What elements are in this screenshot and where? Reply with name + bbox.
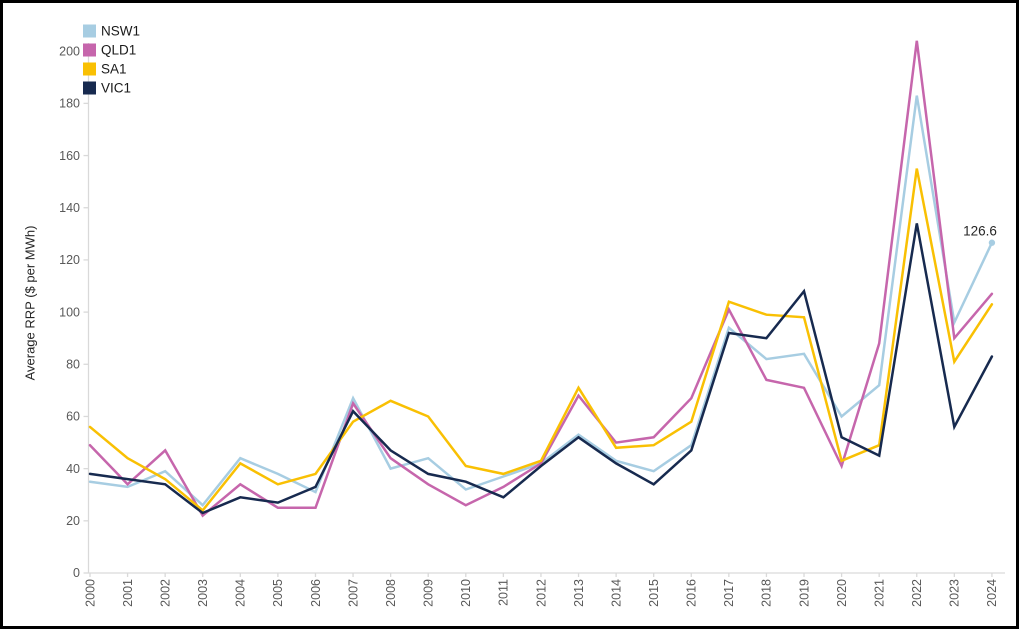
series-line-vic1 bbox=[88, 223, 994, 515]
y-axis-tick-label: 80 bbox=[66, 357, 80, 371]
legend-item: VIC1 bbox=[83, 81, 131, 96]
x-axis-tick-label: 2002 bbox=[158, 579, 172, 607]
legend-label-nsw1: NSW1 bbox=[101, 24, 140, 39]
x-axis-tick-label: 2024 bbox=[985, 579, 999, 607]
x-axis-tick-label: 2013 bbox=[572, 579, 586, 607]
legend-swatch-nsw1 bbox=[83, 24, 96, 38]
y-axis-tick-label: 180 bbox=[59, 97, 80, 111]
value-annotation: 126.6 bbox=[963, 224, 997, 239]
x-axis-tick-label: 2023 bbox=[948, 579, 962, 607]
x-axis-tick-label: 2016 bbox=[685, 579, 699, 607]
series-line-sa1 bbox=[88, 168, 994, 513]
y-axis-tick-label: 100 bbox=[59, 305, 80, 319]
x-axis-tick-label: 2006 bbox=[309, 579, 323, 607]
x-axis-tick-label: 2022 bbox=[910, 579, 924, 607]
x-axis-tick-label: 2000 bbox=[83, 579, 97, 607]
x-axis-tick-label: 2004 bbox=[234, 579, 248, 607]
legend-swatch-vic1 bbox=[83, 81, 96, 95]
legend-swatch-sa1 bbox=[83, 62, 96, 76]
x-axis-tick-label: 2001 bbox=[121, 579, 135, 607]
x-axis-tick-label: 2003 bbox=[196, 579, 210, 607]
line-chart: 0 20 40 60 80 100 120 140 160 180 200 2000 2001 2002 2… bbox=[59, 24, 1005, 607]
y-axis-tick-label: 200 bbox=[59, 44, 80, 58]
x-axis-tick-label: 2007 bbox=[346, 579, 360, 607]
legend-item: SA1 bbox=[83, 62, 127, 77]
series-line-qld1 bbox=[88, 40, 994, 518]
x-axis-tick-label: 2019 bbox=[797, 579, 811, 607]
y-axis-tick-label: 40 bbox=[66, 462, 80, 476]
legend-item: NSW1 bbox=[83, 24, 140, 39]
legend-item: QLD1 bbox=[83, 43, 136, 58]
legend-label-sa1: SA1 bbox=[101, 62, 127, 77]
legend-label-vic1: VIC1 bbox=[101, 81, 131, 96]
x-axis-tick-label: 2010 bbox=[459, 579, 473, 607]
x-axis-tick-label: 2008 bbox=[384, 579, 398, 607]
y-axis-tick-label: 120 bbox=[59, 253, 80, 267]
x-axis-tick-label: 2015 bbox=[647, 579, 661, 607]
x-axis-tick-label: 2012 bbox=[534, 579, 548, 607]
endpoint-marker bbox=[988, 239, 996, 246]
x-axis-tick-label: 2021 bbox=[872, 579, 886, 607]
x-axis-tick-label: 2005 bbox=[271, 579, 285, 607]
y-axis-tick-label: 160 bbox=[59, 149, 80, 163]
x-axis-tick-label: 2011 bbox=[497, 579, 511, 606]
y-axis-tick-label: 60 bbox=[66, 410, 80, 424]
legend-label-qld1: QLD1 bbox=[101, 43, 136, 58]
y-axis-tick-label: 0 bbox=[73, 566, 80, 580]
x-axis-tick-label: 2017 bbox=[722, 579, 736, 607]
y-axis-tick-label: 20 bbox=[66, 514, 80, 528]
x-axis-tick-label: 2009 bbox=[422, 579, 436, 607]
legend-swatch-qld1 bbox=[83, 43, 96, 57]
x-axis-tick-label: 2018 bbox=[760, 579, 774, 607]
x-axis-tick-label: 2020 bbox=[835, 579, 849, 607]
y-axis-tick-label: 140 bbox=[59, 201, 80, 215]
x-axis-tick-label: 2014 bbox=[609, 579, 623, 607]
